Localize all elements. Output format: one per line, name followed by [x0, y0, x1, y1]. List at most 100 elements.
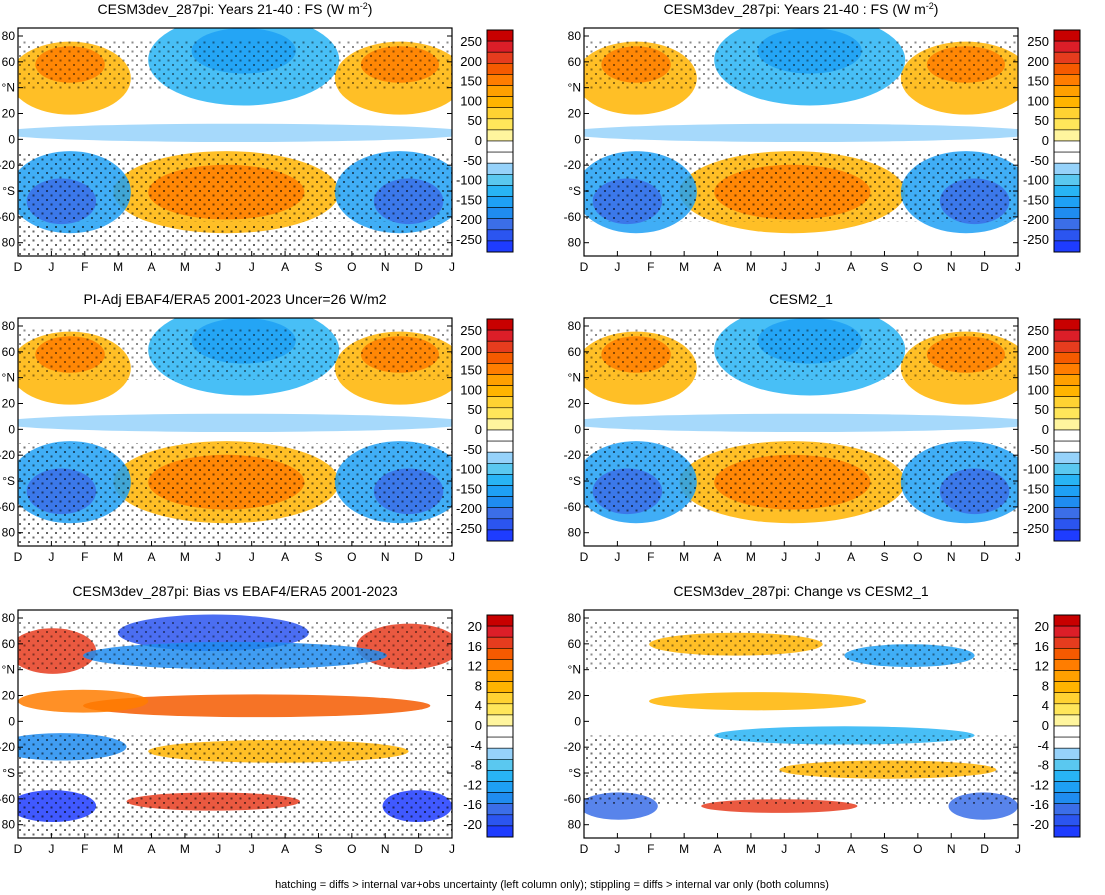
x-tick-label: J: [815, 260, 821, 274]
colorbar-swatch: [486, 792, 514, 804]
y-tick-label: 80: [568, 526, 582, 540]
colorbar-swatch: [1053, 385, 1081, 398]
colorbar-label: 200: [460, 343, 482, 358]
x-tick-label: O: [913, 842, 922, 856]
y-tick-label: °N: [2, 81, 15, 95]
x-tick-label: M: [180, 550, 190, 564]
colorbar-swatch: [1053, 670, 1081, 682]
colorbar-swatch: [486, 29, 514, 42]
x-tick-label: A: [281, 842, 289, 856]
figure-caption: hatching = diffs > internal var+obs unce…: [275, 879, 829, 891]
y-tick-label: 80: [2, 236, 16, 250]
colorbar-swatch: [1053, 351, 1081, 364]
y-tick-label: -60: [564, 210, 582, 224]
field-contours: [18, 318, 452, 546]
colorbar-swatch: [1053, 140, 1081, 153]
x-tick-label: J: [449, 550, 455, 564]
x-tick-label: J: [249, 260, 255, 274]
colorbar-swatch: [1053, 374, 1081, 386]
colorbar-label: 150: [460, 363, 482, 378]
x-tick-label: F: [647, 260, 654, 274]
y-tick-label: 0: [8, 714, 15, 728]
colorbar-label: 50: [468, 402, 482, 417]
colorbar-swatch: [486, 803, 514, 816]
x-tick-label: A: [847, 550, 855, 564]
y-tick-label: °S: [568, 766, 581, 780]
colorbar-swatch: [1053, 803, 1081, 816]
field-contours: [18, 610, 452, 838]
colorbar-swatch: [1053, 218, 1081, 231]
colorbar-label: 16: [1035, 639, 1049, 654]
stippling: [584, 735, 1018, 804]
y-tick-label: °N: [568, 663, 581, 677]
hatching: [18, 514, 452, 546]
y-tick-label: 60: [568, 345, 582, 359]
colorbar-label: 50: [468, 113, 482, 128]
x-tick-label: N: [947, 550, 956, 564]
colorbar-label: 100: [1027, 382, 1049, 397]
colorbar-swatch: [486, 229, 514, 242]
colorbar-swatch: [1053, 62, 1081, 75]
y-tick-label: 60: [2, 345, 16, 359]
colorbar-label: 200: [460, 54, 482, 69]
y-tick-label: 80: [2, 611, 16, 625]
stippling: [18, 735, 452, 804]
colorbar-swatch: [1053, 185, 1081, 197]
colorbar-label: -150: [456, 192, 482, 207]
colorbar-swatch: [486, 507, 514, 520]
y-tick-label: 0: [574, 714, 581, 728]
colorbar-label: -16: [1030, 797, 1049, 812]
colorbar-swatch: [486, 374, 514, 386]
colorbar-label: -200: [456, 501, 482, 516]
colorbar-swatch: [1053, 340, 1081, 353]
plot-frame: [17, 317, 453, 547]
contour-region: [18, 689, 149, 713]
colorbar-swatch: [486, 207, 514, 220]
y-tick-label: -60: [0, 500, 15, 514]
x-tick-label: D: [414, 842, 423, 856]
colorbar-swatch: [1053, 162, 1081, 175]
y-tick-label: -60: [564, 500, 582, 514]
colorbar-swatch: [1053, 363, 1081, 375]
x-tick-label: F: [647, 550, 654, 564]
x-tick-label: M: [679, 842, 689, 856]
colorbar-label: 16: [468, 639, 482, 654]
colorbar-swatch: [486, 51, 514, 64]
colorbar-swatch: [1053, 329, 1081, 342]
x-tick-label: M: [746, 550, 756, 564]
colorbar-swatch: [486, 529, 514, 542]
x-tick-label: D: [414, 550, 423, 564]
colorbar-label: 0: [1042, 718, 1049, 733]
x-tick-label: J: [249, 550, 255, 564]
x-tick-label: J: [815, 550, 821, 564]
colorbar-swatch: [486, 670, 514, 682]
hatching: [18, 806, 452, 838]
x-tick-label: A: [847, 260, 855, 274]
x-tick-label: J: [449, 842, 455, 856]
colorbar-swatch: [486, 496, 514, 509]
y-tick-label: -60: [0, 210, 15, 224]
colorbar-swatch: [1053, 781, 1081, 793]
panels-layer: CESM3dev_287pi: Years 21-40 : FS (W m-2)…: [0, 1, 1081, 856]
y-tick-label: °S: [568, 184, 581, 198]
x-tick-label: M: [113, 260, 123, 274]
colorbar-label: 250: [1027, 34, 1049, 49]
colorbar-swatch: [486, 385, 514, 398]
colorbar-label: 100: [1027, 93, 1049, 108]
x-tick-label: M: [679, 260, 689, 274]
y-tick-label: 80: [2, 526, 16, 540]
x-tick-label: N: [381, 842, 390, 856]
colorbar-swatch: [486, 703, 514, 716]
colorbar-label: -8: [470, 758, 482, 773]
colorbar-label: 250: [460, 34, 482, 49]
colorbar-swatch: [486, 714, 514, 727]
x-tick-label: D: [980, 550, 989, 564]
colorbar-label: 12: [468, 659, 482, 674]
colorbar-swatch: [1053, 614, 1081, 627]
x-tick-label: D: [414, 260, 423, 274]
y-tick-label: 80: [568, 818, 582, 832]
x-tick-label: J: [781, 550, 787, 564]
x-tick-label: S: [314, 260, 322, 274]
colorbar-label: -250: [1023, 232, 1049, 247]
